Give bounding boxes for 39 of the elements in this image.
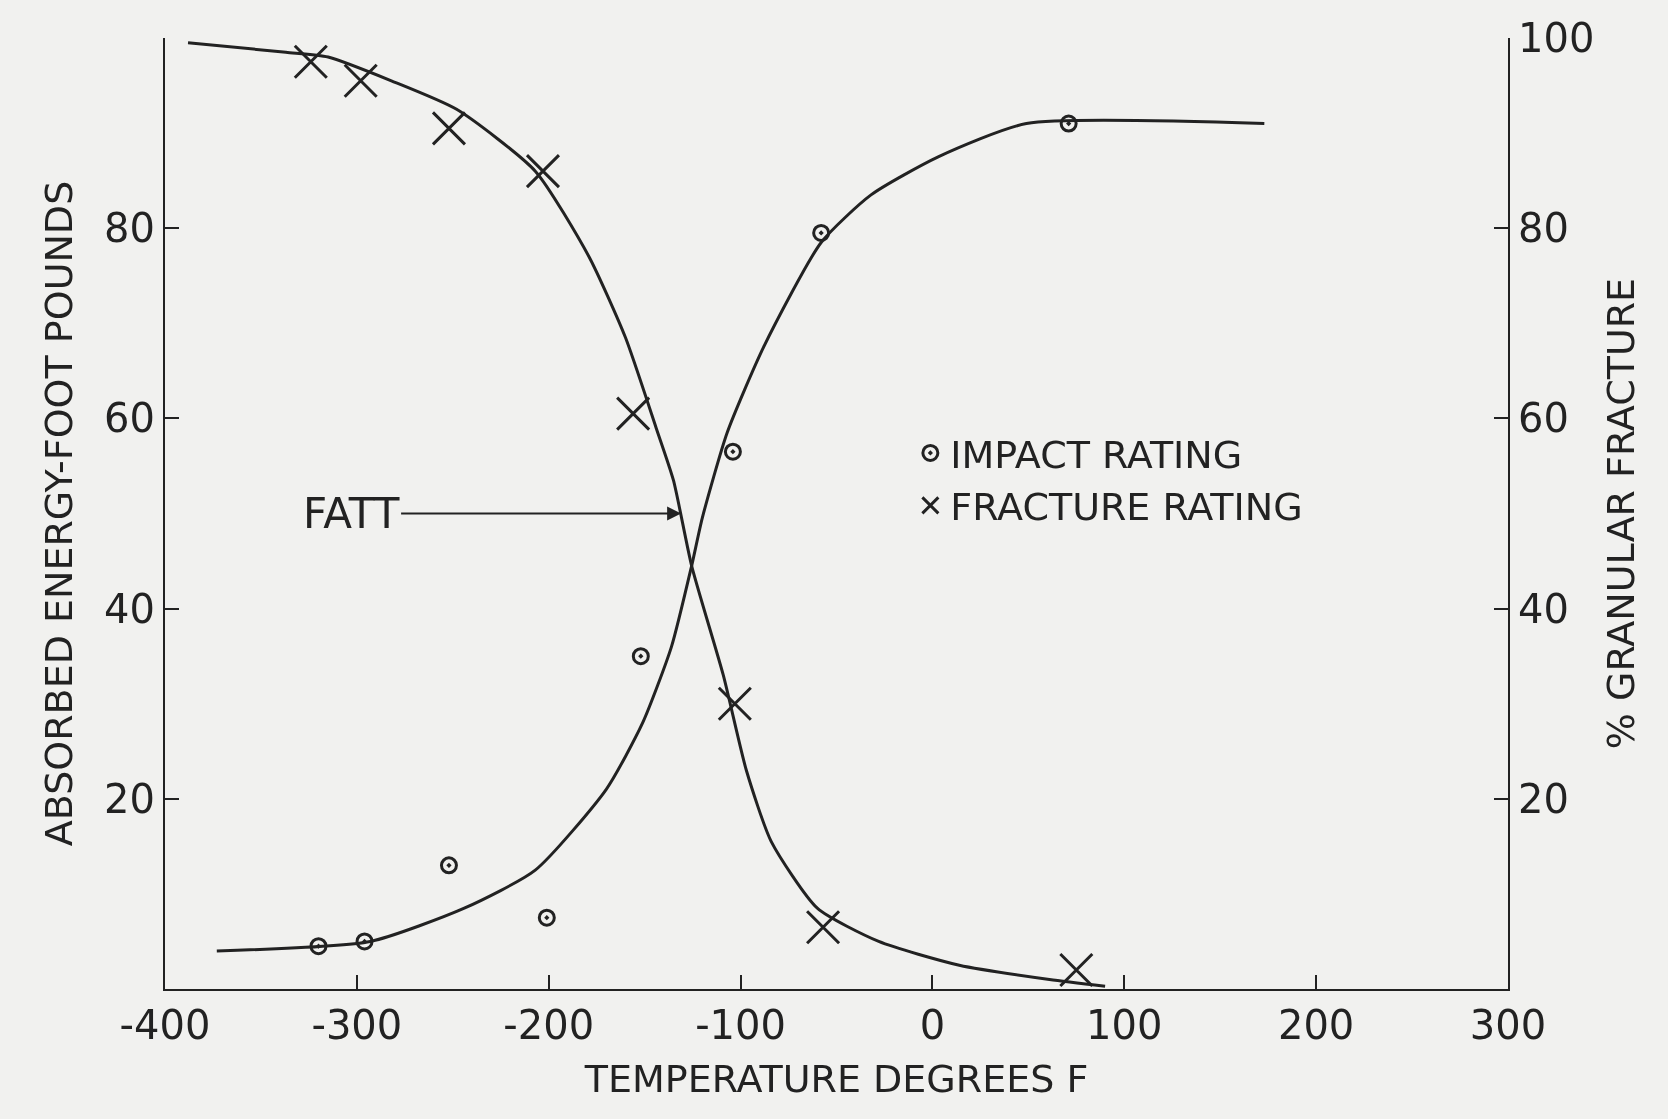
y2-tick-label: 40: [1518, 585, 1569, 632]
point: [1059, 114, 1078, 133]
point: [631, 647, 650, 666]
point: [343, 63, 379, 99]
y2-tick-label: 80: [1518, 205, 1569, 252]
y-tick-label: 80: [104, 205, 155, 252]
y-tick-label: 40: [104, 585, 155, 632]
point: [805, 909, 841, 945]
point: [537, 908, 556, 927]
x-tick-label: 200: [1277, 1002, 1355, 1048]
x-tick-label: -200: [503, 1002, 595, 1048]
x-tick-label: 0: [919, 1002, 946, 1048]
x-axis-title: TEMPERATURE DEGREES F: [583, 1056, 1089, 1101]
y2-axis-title: % GRANULAR FRACTURE: [1598, 277, 1643, 750]
point: [723, 442, 742, 461]
point: [439, 856, 458, 875]
point: [525, 153, 561, 189]
y2-tick-label: 100: [1518, 15, 1595, 61]
x-tick-label: -300: [311, 1002, 403, 1048]
y-axis-title: ABSORBED ENERGY-FOOT POUNDS: [36, 180, 81, 847]
point: [812, 223, 831, 242]
x-tick-label: -100: [695, 1002, 786, 1048]
legend-label: FRACTURE RATING: [950, 485, 1303, 530]
x-tick-label: 100: [1086, 1002, 1163, 1048]
point: [1058, 952, 1094, 988]
y2-tick-label: 20: [1518, 775, 1569, 822]
point: [309, 937, 328, 956]
x-tick-label: 300: [1469, 1002, 1547, 1048]
y-tick-label: 20: [104, 775, 155, 822]
y2-tick-label: 60: [1518, 395, 1569, 442]
point: [431, 110, 467, 146]
point: [615, 396, 651, 432]
point: [355, 932, 374, 951]
x-tick-label: -400: [119, 1002, 211, 1048]
point: [717, 686, 753, 722]
annotation: FATT: [303, 489, 400, 538]
legend-label: IMPACT RATING: [950, 432, 1243, 477]
point: [293, 44, 329, 80]
y-tick-label: 60: [104, 395, 155, 442]
